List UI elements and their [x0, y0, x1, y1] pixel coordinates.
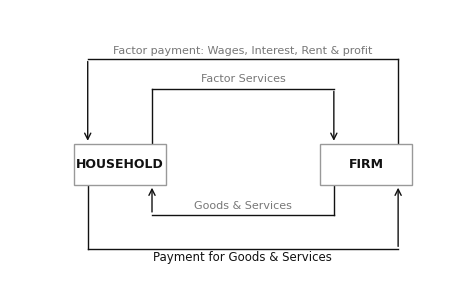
Text: Factor Services: Factor Services — [201, 74, 285, 84]
Text: Payment for Goods & Services: Payment for Goods & Services — [154, 252, 332, 264]
FancyBboxPatch shape — [320, 144, 412, 185]
Text: HOUSEHOLD: HOUSEHOLD — [76, 158, 164, 171]
Text: FIRM: FIRM — [348, 158, 383, 171]
Text: Goods & Services: Goods & Services — [194, 201, 292, 211]
Text: Factor payment: Wages, Interest, Rent & profit: Factor payment: Wages, Interest, Rent & … — [113, 46, 373, 56]
FancyBboxPatch shape — [74, 144, 166, 185]
